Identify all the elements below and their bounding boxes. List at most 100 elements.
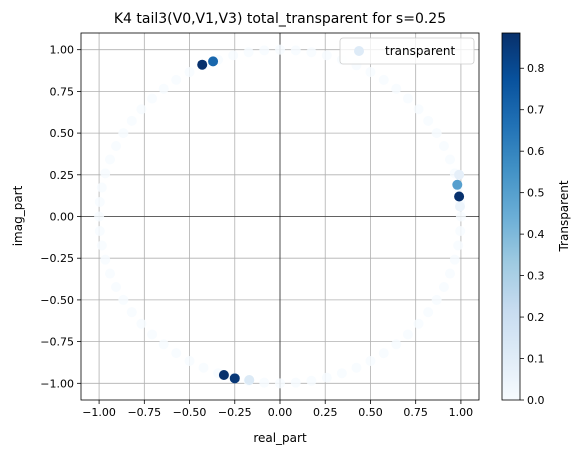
data-point: [94, 196, 105, 207]
data-point: [275, 378, 285, 389]
data-point: [158, 339, 169, 350]
data-point: [229, 373, 240, 384]
data-point: [111, 140, 122, 151]
x-tick-label: −0.25: [218, 406, 252, 419]
data-point: [454, 169, 465, 180]
colorbar-tick-label: 0.1: [527, 353, 545, 366]
colorbar-tick-label: 0.0: [527, 394, 545, 407]
data-point: [94, 226, 105, 237]
data-point: [378, 348, 389, 359]
x-tick-label: 0.75: [403, 406, 428, 419]
data-point: [365, 355, 376, 366]
data-point: [402, 93, 413, 104]
colorbar-tick-label: 0.2: [527, 311, 545, 324]
data-point: [321, 50, 332, 61]
data-point: [275, 44, 285, 55]
data-point: [94, 211, 105, 222]
colorbar-label: Transparent: [557, 180, 571, 252]
data-point: [452, 179, 463, 190]
y-tick-label: −0.75: [40, 336, 74, 349]
data-point: [402, 329, 413, 340]
data-point: [455, 211, 466, 222]
data-point: [96, 182, 107, 193]
data-point: [243, 47, 254, 58]
colorbar-gradient: [501, 32, 521, 401]
data-point: [228, 50, 239, 61]
data-point: [105, 268, 116, 279]
y-tick-label: 0.50: [50, 127, 75, 140]
data-point: [378, 74, 389, 85]
data-point: [118, 294, 129, 305]
data-point: [100, 168, 111, 179]
colorbar: 0.0 0.1 0.2 0.3 0.4 0.5 0.6 0.7 0.8 Transparent: [501, 32, 571, 407]
data-point: [391, 339, 402, 350]
legend-marker: [354, 46, 364, 56]
data-point: [244, 374, 255, 385]
data-point: [198, 362, 209, 373]
colorbar-tick-label: 0.7: [527, 104, 545, 117]
data-point: [136, 318, 147, 329]
data-point: [438, 140, 449, 151]
data-point: [171, 74, 182, 85]
colorbar-tick-label: 0.4: [527, 228, 545, 241]
x-axis-label: real_part: [253, 431, 307, 445]
data-point: [96, 240, 107, 251]
data-point: [453, 240, 464, 251]
data-point: [105, 154, 116, 165]
y-tick-label: −0.25: [40, 252, 74, 265]
data-point: [118, 128, 129, 139]
colorbar-tick-label: 0.6: [527, 145, 545, 158]
data-point: [306, 47, 317, 58]
data-point: [184, 67, 195, 78]
data-point: [126, 115, 137, 126]
data-point: [171, 348, 182, 359]
data-point: [208, 56, 219, 67]
colorbar-tick-label: 0.8: [527, 62, 545, 75]
y-tick-label: 0.75: [50, 85, 75, 98]
x-tick-label: 1.00: [449, 406, 474, 419]
data-point: [391, 83, 402, 94]
colorbar-tick-label: 0.5: [527, 187, 545, 200]
data-points: [94, 44, 466, 389]
data-point: [197, 59, 208, 70]
y-axis-label: imag_part: [11, 185, 25, 246]
data-point: [259, 45, 270, 56]
data-point: [438, 282, 449, 293]
data-point: [413, 318, 424, 329]
legend-entry-transparent: transparent: [385, 44, 455, 58]
data-point: [423, 115, 434, 126]
data-point: [444, 154, 455, 165]
x-tick-label: −0.50: [173, 406, 207, 419]
y-tick-label: −0.50: [40, 294, 74, 307]
data-point: [290, 377, 301, 388]
x-tick-label: 0.00: [268, 406, 293, 419]
data-point: [449, 254, 460, 265]
data-point: [218, 369, 229, 380]
chart-title: K4 tail3(V0,V1,V3) total_transparent for…: [114, 11, 446, 27]
colorbar-tick-label: 0.3: [527, 270, 545, 283]
data-point: [147, 93, 158, 104]
x-tick-label: −1.00: [82, 406, 116, 419]
y-tick-label: 0.00: [50, 211, 75, 224]
data-point: [413, 104, 424, 115]
y-tick-label: −1.00: [40, 377, 74, 390]
x-tick-label: 0.50: [358, 406, 383, 419]
data-point: [444, 268, 455, 279]
data-point: [111, 282, 122, 293]
reference-lines: [81, 33, 479, 400]
data-point: [431, 294, 442, 305]
data-point: [321, 372, 332, 383]
data-point: [100, 254, 111, 265]
data-point: [126, 307, 137, 318]
data-point: [423, 307, 434, 318]
data-point: [259, 377, 270, 388]
data-point: [455, 201, 466, 212]
colorbar-ticks: 0.0 0.1 0.2 0.3 0.4 0.5 0.6 0.7 0.8: [520, 62, 545, 407]
y-tick-label: 1.00: [50, 44, 75, 57]
legend-box: [339, 37, 475, 65]
data-point: [184, 355, 195, 366]
x-tick-label: 0.25: [313, 406, 338, 419]
x-tick-label: −0.75: [127, 406, 161, 419]
legend: transparent: [339, 37, 475, 65]
data-point: [431, 128, 442, 139]
